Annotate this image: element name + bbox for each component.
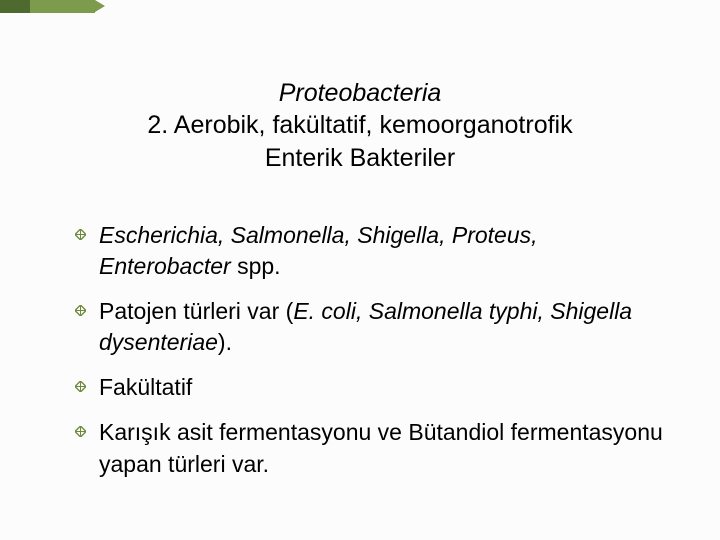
diamond-bullet-icon (75, 381, 86, 392)
slide-title: Proteobacteria 2. Aerobik, fakültatif, k… (55, 78, 665, 174)
accent-bar-arrow (95, 0, 105, 12)
bullet-item: Patojen türleri var (E. coli, Salmonella… (75, 296, 665, 358)
accent-bar-light (30, 0, 95, 13)
bullet-item: Fakültatif (75, 372, 665, 403)
diamond-bullet-icon (75, 305, 86, 316)
accent-bar-dark (0, 0, 30, 13)
bullet-text: Karışık asit fermentasyonu ve Bütandiol … (99, 419, 663, 476)
title-line-2: 2. Aerobik, fakültatif, kemoorganotrofik (55, 109, 665, 142)
accent-bar (0, 0, 105, 13)
slide-content: Proteobacteria 2. Aerobik, fakültatif, k… (0, 0, 720, 480)
diamond-bullet-icon (75, 426, 86, 437)
bullet-text: Fakültatif (99, 374, 192, 400)
bullet-text: Patojen türleri var (E. coli, Salmonella… (99, 298, 632, 355)
bullet-item: Karışık asit fermentasyonu ve Bütandiol … (75, 417, 665, 479)
bullet-list: Escherichia, Salmonella, Shigella, Prote… (55, 220, 665, 479)
title-line-3: Enterik Bakteriler (55, 142, 665, 175)
bullet-text: Escherichia, Salmonella, Shigella, Prote… (99, 222, 538, 279)
title-line-1: Proteobacteria (55, 78, 665, 109)
diamond-bullet-icon (75, 229, 86, 240)
bullet-item: Escherichia, Salmonella, Shigella, Prote… (75, 220, 665, 282)
